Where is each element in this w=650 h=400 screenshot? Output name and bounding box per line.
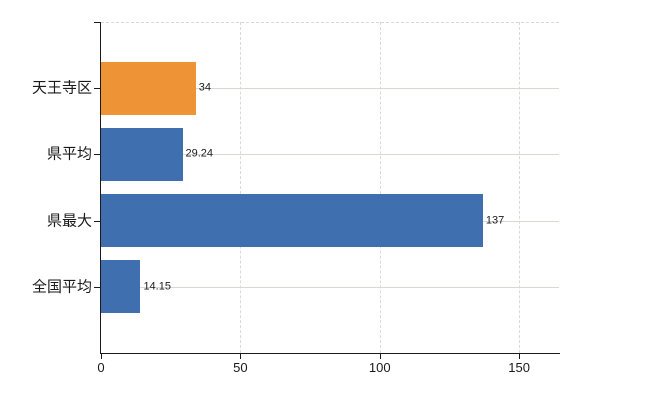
y-axis-tick bbox=[94, 286, 101, 288]
y-axis-line bbox=[100, 22, 101, 354]
x-tick-label: 100 bbox=[368, 360, 391, 375]
y-axis-tick bbox=[94, 220, 101, 222]
category-label: 全国平均 bbox=[31, 278, 92, 296]
y-axis-tick bbox=[94, 88, 101, 90]
bar-value-label: 29.24 bbox=[185, 147, 214, 160]
x-tick-label: 150 bbox=[508, 360, 530, 375]
plot-top-border bbox=[101, 22, 559, 23]
x-axis-tick bbox=[519, 354, 521, 359]
x-tick-label: 0 bbox=[97, 360, 105, 375]
h-gridline bbox=[101, 286, 559, 288]
x-axis-tick bbox=[379, 354, 381, 359]
category-label: 県最大 bbox=[46, 212, 92, 230]
category-label: 天王寺区 bbox=[31, 79, 92, 97]
bar bbox=[101, 194, 483, 248]
x-axis-line bbox=[100, 353, 560, 354]
v-gridline bbox=[240, 22, 242, 353]
x-axis-tick bbox=[101, 354, 102, 359]
bar-value-label: 34 bbox=[198, 81, 212, 94]
v-gridline bbox=[379, 22, 381, 353]
y-axis-tick bbox=[94, 154, 101, 156]
bar-value-label: 137 bbox=[485, 214, 505, 227]
bar bbox=[101, 127, 183, 181]
bar bbox=[101, 260, 141, 314]
x-tick-label: 50 bbox=[233, 360, 248, 375]
bar bbox=[101, 61, 196, 115]
y-axis-top-tick bbox=[94, 22, 101, 23]
h-gridline bbox=[101, 88, 559, 90]
category-label: 県平均 bbox=[46, 145, 92, 163]
h-gridline bbox=[101, 154, 559, 156]
bar-value-label: 14.15 bbox=[143, 280, 171, 293]
v-gridline bbox=[519, 22, 521, 353]
x-axis-tick bbox=[240, 354, 242, 359]
